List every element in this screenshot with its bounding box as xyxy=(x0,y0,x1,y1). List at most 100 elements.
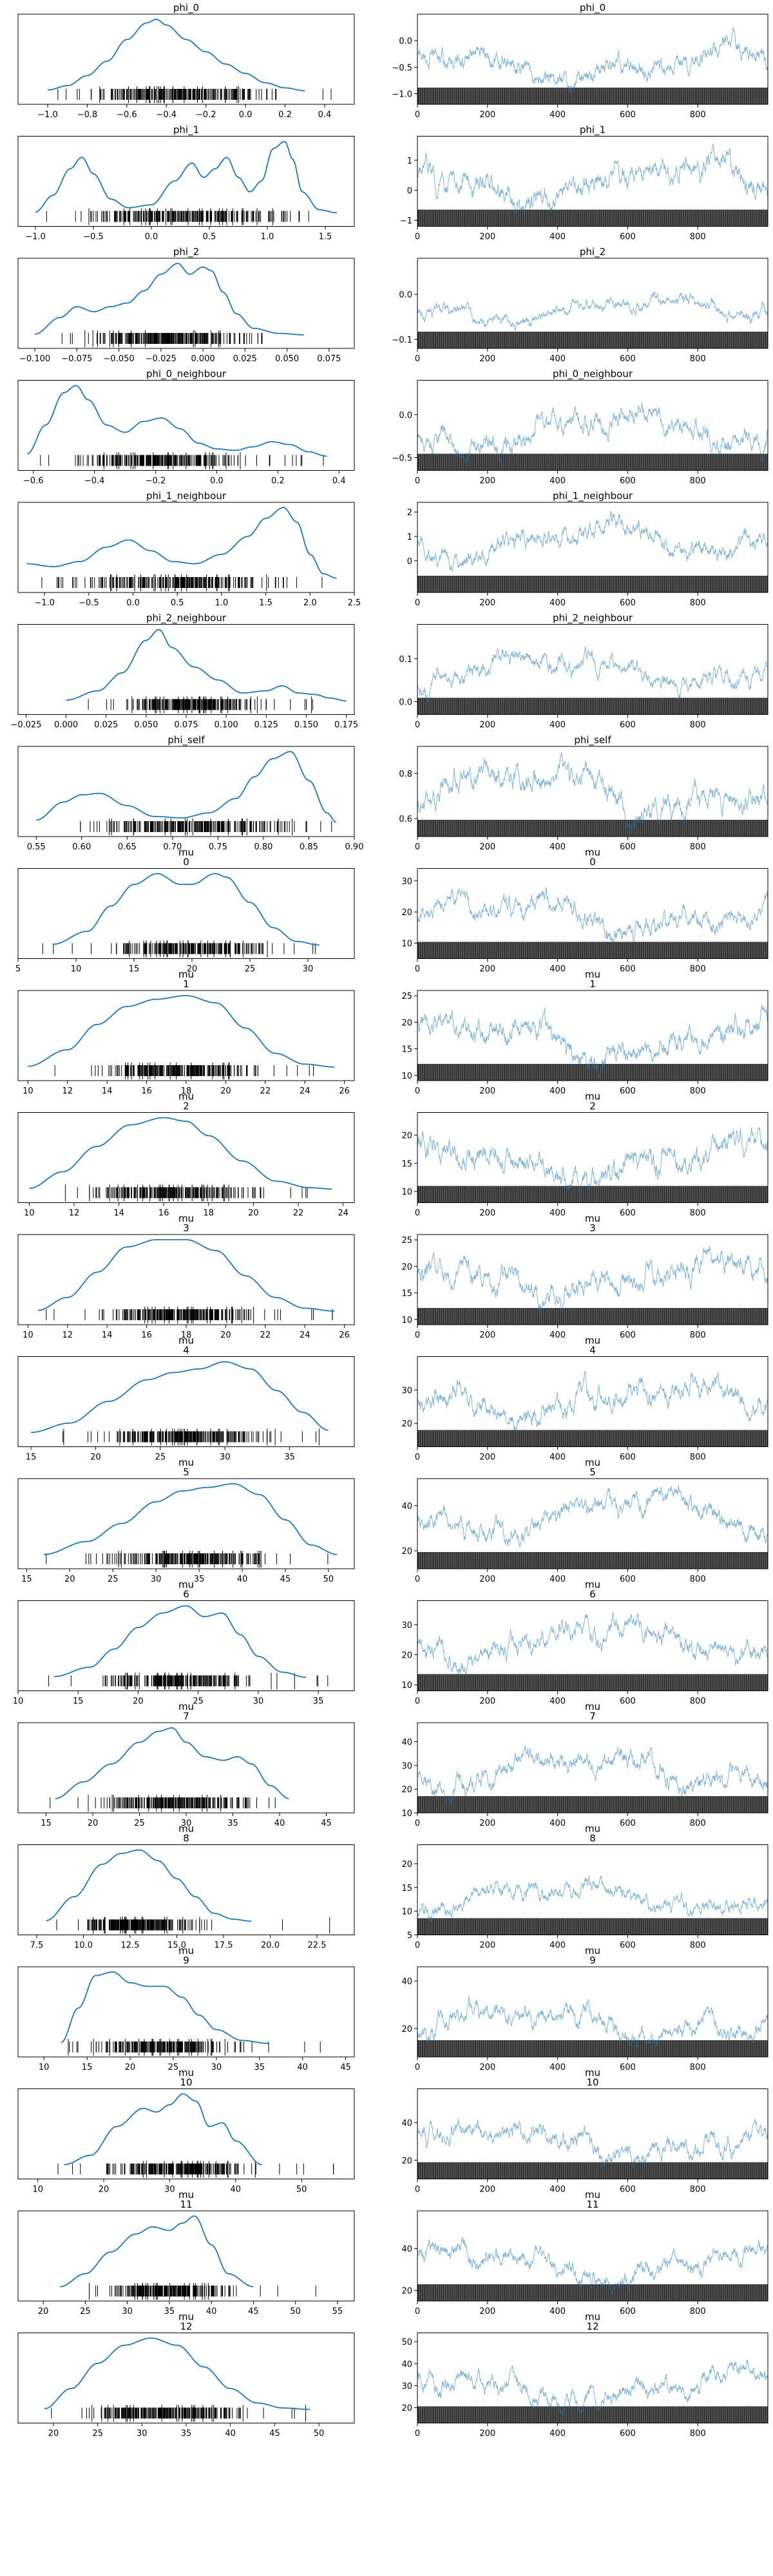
panel-title: phi_0_neighbour xyxy=(146,368,227,381)
x-tick-label: −0.6 xyxy=(117,110,137,120)
x-tick-label: 800 xyxy=(690,1209,706,1218)
x-tick-label: 1.0 xyxy=(261,232,274,242)
x-tick-label: 200 xyxy=(479,1086,495,1096)
x-tick-label: 24 xyxy=(300,1331,310,1340)
x-tick-label: 0.60 xyxy=(72,842,91,852)
rug-marks xyxy=(80,819,332,835)
x-tick-label: 0.050 xyxy=(134,721,158,730)
x-tick-label: −0.025 xyxy=(10,721,41,730)
x-tick-label: −0.025 xyxy=(146,354,177,364)
kde-panel-7: mu0 5 10 15 20 25 30 xyxy=(15,847,355,974)
kde-curve xyxy=(28,995,335,1068)
panel-subtitle: 0 xyxy=(589,857,596,868)
x-tick-label: 200 xyxy=(479,598,495,608)
x-tick-label: 800 xyxy=(690,721,706,730)
x-tick-label: 20 xyxy=(220,1331,231,1340)
rug-marks xyxy=(57,86,332,103)
axes-frame xyxy=(417,136,768,227)
y-tick-label: 0.1 xyxy=(399,655,412,665)
x-tick-label: 0.075 xyxy=(317,354,341,364)
axes-frame xyxy=(17,258,355,349)
x-tick-label: 800 xyxy=(690,110,706,120)
axes-frame xyxy=(17,990,355,1081)
x-tick-label: 25 xyxy=(245,965,256,974)
band-fill xyxy=(417,1186,768,1203)
plot-area xyxy=(417,144,768,227)
x-tick-label: 0 xyxy=(415,842,420,852)
band-fill xyxy=(417,332,768,348)
panel-title: phi_self xyxy=(574,734,611,746)
x-tick-label: 400 xyxy=(549,354,566,364)
x-tick-label: 800 xyxy=(690,354,706,364)
axes-frame xyxy=(417,746,768,837)
kde-curve xyxy=(35,140,338,214)
x-tick-label: 0.050 xyxy=(275,354,299,364)
y-tick-label: 15 xyxy=(401,1159,412,1169)
panel-title: phi_self xyxy=(167,734,205,746)
x-tick-label: 0.2 xyxy=(278,110,292,120)
x-tick-label: 0 xyxy=(415,598,420,608)
x-tick-label: 0.125 xyxy=(254,721,278,730)
x-tick-label: 0.4 xyxy=(332,477,346,486)
trace-panel-3: phi_0_neighbour −0.5 0.0 0 200 400 600 800 xyxy=(392,368,768,486)
plot-area xyxy=(26,384,327,469)
x-tick-label: 200 xyxy=(479,1209,495,1218)
x-tick-label: 600 xyxy=(620,232,636,242)
y-tick-label: −1.0 xyxy=(392,90,412,100)
band-fill xyxy=(417,820,768,837)
x-tick-label: 0.150 xyxy=(294,721,318,730)
plot-area xyxy=(417,402,768,471)
x-tick-label: −1.0 xyxy=(25,232,46,242)
x-tick-label: 18 xyxy=(181,1331,192,1340)
kde-panel-1: phi_1 −1.0 −0.5 0.0 0.5 1.0 1.5 xyxy=(17,124,355,242)
kde-panel-10: mu3 10 12 14 16 18 20 22 24 26 xyxy=(17,1213,355,1340)
rug-marks xyxy=(46,208,309,225)
y-tick-label: 10 xyxy=(401,1072,412,1081)
x-tick-label: 2.0 xyxy=(303,598,317,608)
kde-curve xyxy=(34,263,304,336)
y-tick-label: 20 xyxy=(401,1132,412,1141)
plot-area xyxy=(417,647,768,715)
trace-line xyxy=(417,1127,768,1202)
plot-area xyxy=(417,887,768,959)
plot-area xyxy=(417,291,768,348)
panel-title: phi_1_neighbour xyxy=(553,490,633,502)
panel-subtitle: 1 xyxy=(183,978,189,990)
x-tick-label: 0 xyxy=(415,477,420,486)
rug-marks xyxy=(42,940,316,958)
divergence-band xyxy=(417,820,768,837)
x-tick-label: 0 xyxy=(415,965,420,974)
x-tick-label: 14 xyxy=(113,1209,124,1218)
plot-area xyxy=(417,1004,768,1081)
x-tick-label: 0 xyxy=(415,1086,420,1096)
trace-line xyxy=(417,291,768,332)
x-tick-label: 0.70 xyxy=(163,842,182,852)
panel-title: phi_1_neighbour xyxy=(146,490,227,502)
x-tick-label: −1.0 xyxy=(34,598,55,608)
x-tick-label: 600 xyxy=(620,965,636,974)
y-tick-label: −0.5 xyxy=(392,454,412,464)
panel-title: mu xyxy=(178,1213,194,1224)
x-tick-label: 0.0 xyxy=(145,232,158,242)
x-tick-label: 30 xyxy=(303,965,314,974)
kde-panel-0: phi_0 −1.0 −0.8 −0.6 −0.4 −0.2 0.0 0.2 0.4 xyxy=(17,2,355,120)
axes-frame xyxy=(417,868,768,959)
trace-panel-8: mu1 10 15 20 25 0 200 400 600 800 xyxy=(401,969,768,1096)
plot-area xyxy=(37,1239,335,1323)
plot-area xyxy=(417,752,768,837)
y-tick-label: 2 xyxy=(407,508,412,518)
x-tick-label: 12 xyxy=(62,1331,73,1340)
kde-panel-8: mu1 10 12 14 16 18 20 22 24 26 xyxy=(17,969,355,1096)
axes-frame xyxy=(417,1112,768,1203)
y-tick-label: 25 xyxy=(401,992,412,1001)
axes-frame xyxy=(17,14,355,105)
x-tick-label: 600 xyxy=(620,1086,636,1096)
trace-line xyxy=(417,144,768,216)
x-tick-label: 0 xyxy=(415,1209,420,1218)
y-tick-label: 15 xyxy=(401,1045,412,1055)
x-tick-label: 12 xyxy=(62,1086,73,1096)
x-tick-label: 20 xyxy=(187,965,198,974)
